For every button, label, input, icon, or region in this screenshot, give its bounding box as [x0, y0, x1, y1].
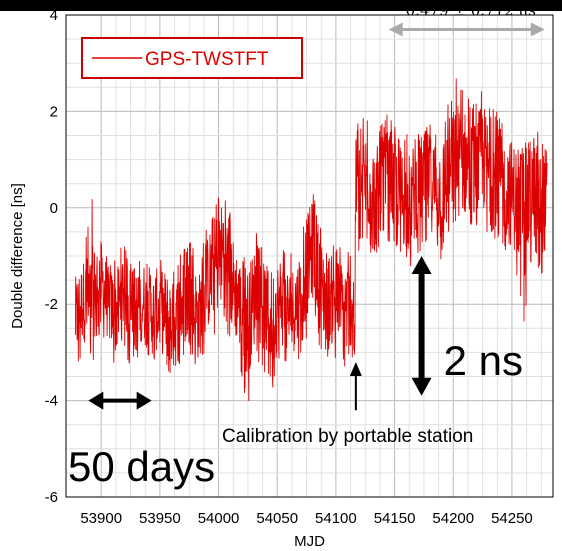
series-layer — [74, 78, 548, 402]
tick-labels: 53900 53950 54000 54050 54100 54150 54200 54250… — [45, 7, 533, 527]
y-tick-label: -4 — [45, 393, 58, 410]
x-axis-label: MJD — [294, 533, 325, 550]
y-tick-label: -2 — [45, 296, 58, 313]
days-arrow-heads — [88, 391, 152, 410]
y-tick-label: -6 — [45, 489, 58, 506]
y-tick-label: 0 — [50, 200, 58, 217]
x-tick-label: 54000 — [198, 510, 240, 527]
y-tick-label: 2 — [50, 103, 58, 120]
ns-annotation: 2 ns — [444, 337, 523, 384]
y-tick-label: 4 — [50, 7, 58, 24]
y-axis-label: Double difference [ns] — [9, 183, 26, 329]
legend-label: GPS-TWSTFT — [145, 49, 269, 70]
days-annotation: 50 days — [68, 443, 215, 490]
x-tick-label: 53900 — [80, 510, 122, 527]
plot-frame — [65, 14, 554, 498]
series-gps-twstft — [74, 78, 548, 402]
x-tick-label: 54050 — [256, 510, 298, 527]
x-tick-label: 54250 — [491, 510, 533, 527]
x-tick-label: 53950 — [139, 510, 181, 527]
x-tick-label: 54150 — [374, 510, 416, 527]
calibration-arrow-head — [349, 362, 362, 377]
x-tick-label: 54100 — [315, 510, 357, 527]
x-tick-label: 54200 — [432, 510, 474, 527]
calibration-annotation: Calibration by portable station — [222, 426, 473, 447]
legend: GPS-TWSTFT — [81, 37, 303, 79]
top-border — [0, 0, 562, 11]
